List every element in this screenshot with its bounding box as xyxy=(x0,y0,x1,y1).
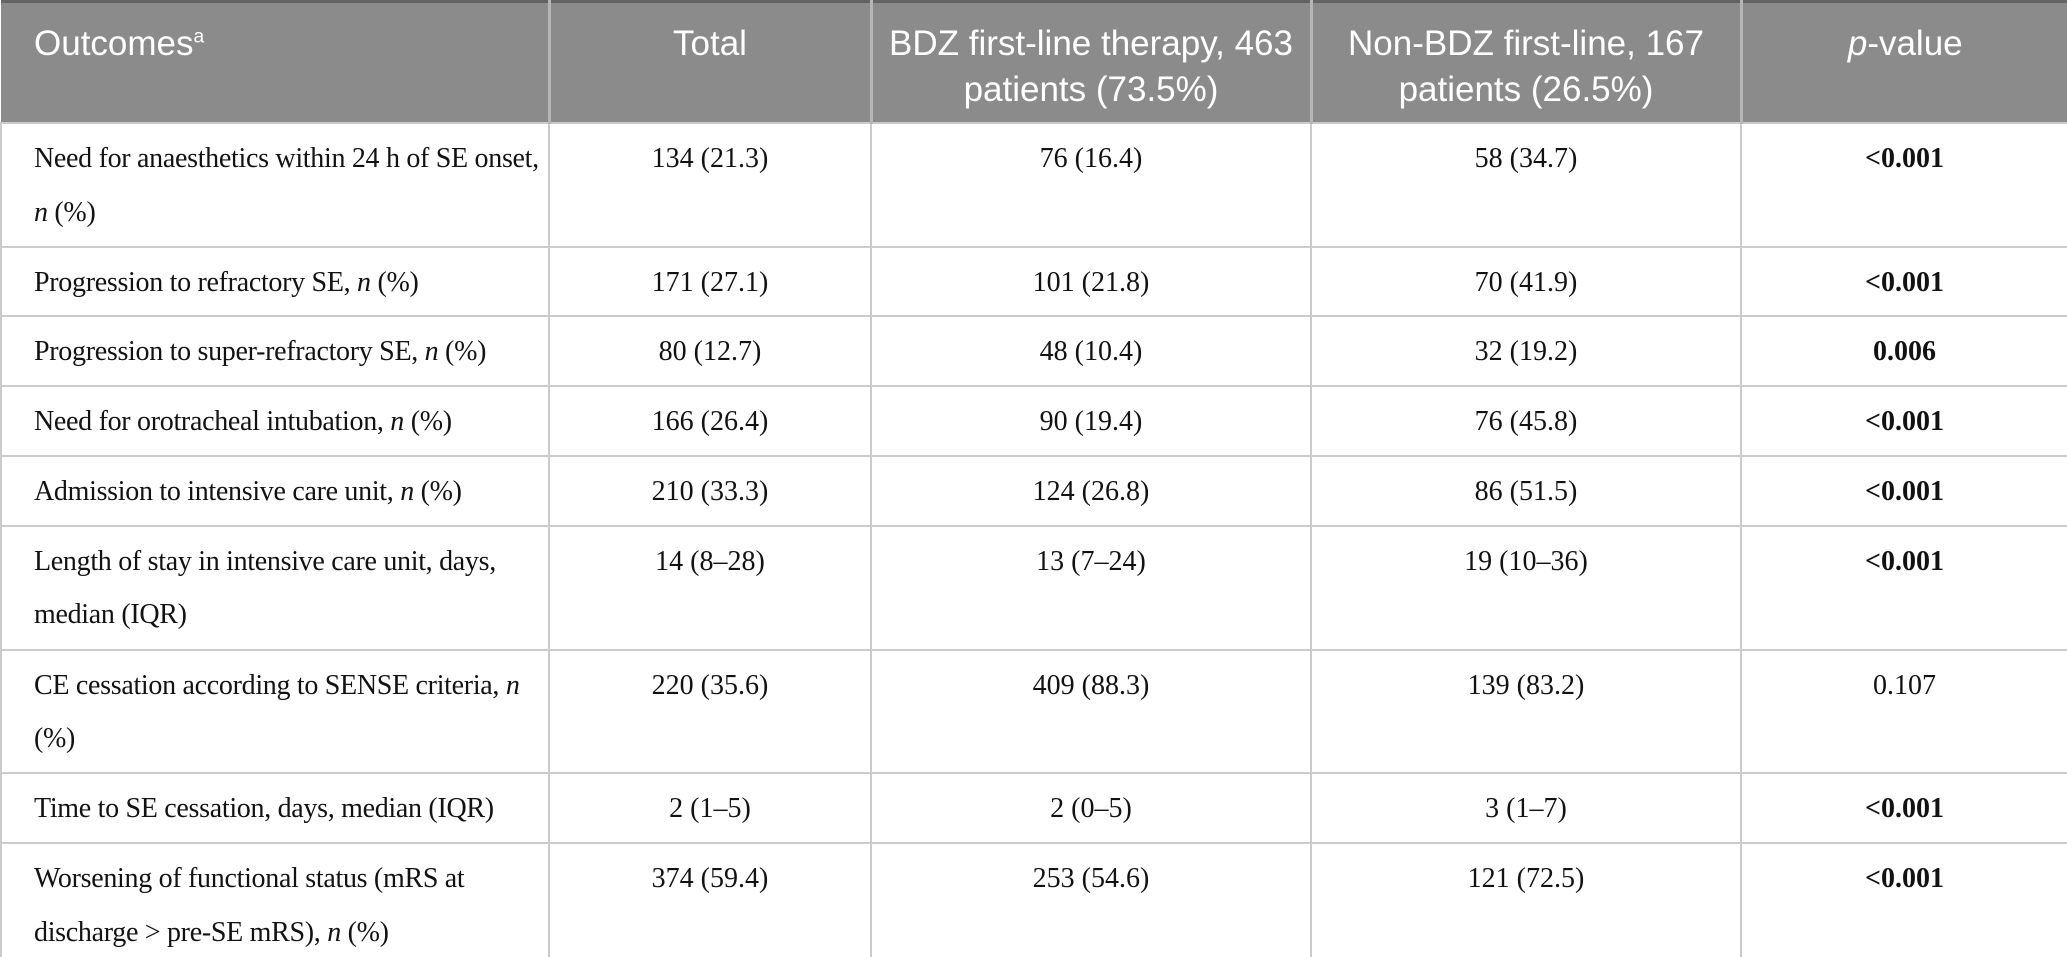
outcome-cell: Length of stay in intensive care unit, d… xyxy=(0,524,550,651)
table-header: Outcomesa Total BDZ first-line therapy, … xyxy=(1,1,2067,123)
bdz-cell: 124 (26.8) xyxy=(870,454,1312,527)
nonbdz-cell: 121 (72.5) xyxy=(1310,841,1742,957)
outcome-cell: Progression to refractory SE, n (%) xyxy=(0,245,550,318)
table-row: Length of stay in intensive care unit, d… xyxy=(0,524,2067,651)
nonbdz-cell: 19 (10–36) xyxy=(1310,524,1742,651)
outcome-cell: Time to SE cessation, days, median (IQR) xyxy=(0,772,550,844)
bdz-cell: 48 (10.4) xyxy=(870,315,1312,387)
outcome-cell: CE cessation according to SENSE criteria… xyxy=(0,648,550,774)
table-row: Time to SE cessation, days, median (IQR)… xyxy=(0,772,2067,844)
bdz-cell: 13 (7–24) xyxy=(870,524,1312,651)
column-header-total: Total xyxy=(547,1,871,123)
outcome-cell: Worsening of functional status (mRS at d… xyxy=(0,841,550,957)
pvalue-cell: <0.001 xyxy=(1740,245,2067,318)
table-body: Need for anaesthetics within 24 h of SE … xyxy=(0,122,2067,957)
nonbdz-cell: 58 (34.7) xyxy=(1310,122,1742,248)
pvalue-cell: 0.107 xyxy=(1740,648,2067,774)
pvalue-cell: <0.001 xyxy=(1740,122,2067,248)
pvalue-cell: <0.001 xyxy=(1740,524,2067,651)
column-header-outcomes-sup: a xyxy=(193,26,205,48)
column-header-outcomes-label: Outcomes xyxy=(34,24,194,63)
table-row: CE cessation according to SENSE criteria… xyxy=(0,648,2067,774)
header-row: Outcomesa Total BDZ first-line therapy, … xyxy=(1,1,2067,123)
total-cell: 134 (21.3) xyxy=(548,122,872,248)
total-cell: 80 (12.7) xyxy=(548,315,872,387)
bdz-cell: 409 (88.3) xyxy=(870,648,1312,774)
column-header-pvalue: p-value xyxy=(1739,1,2067,123)
outcome-cell: Admission to intensive care unit, n (%) xyxy=(0,454,550,527)
total-cell: 171 (27.1) xyxy=(548,245,872,318)
total-cell: 210 (33.3) xyxy=(548,454,872,527)
outcome-cell: Progression to super-refractory SE, n (%… xyxy=(0,315,550,387)
total-cell: 14 (8–28) xyxy=(548,524,872,651)
pvalue-cell: <0.001 xyxy=(1740,772,2067,844)
pvalue-cell: <0.001 xyxy=(1740,385,2067,457)
column-header-outcomes: Outcomesa xyxy=(1,1,549,123)
outcome-cell: Need for orotracheal intubation, n (%) xyxy=(0,385,550,457)
table-row: Progression to super-refractory SE, n (%… xyxy=(0,315,2067,387)
nonbdz-cell: 76 (45.8) xyxy=(1310,385,1742,457)
table-row: Need for orotracheal intubation, n (%) 1… xyxy=(0,385,2067,457)
pvalue-cell: <0.001 xyxy=(1740,841,2067,957)
outcome-cell: Need for anaesthetics within 24 h of SE … xyxy=(0,122,550,248)
total-cell: 2 (1–5) xyxy=(548,772,872,844)
nonbdz-cell: 70 (41.9) xyxy=(1310,245,1742,318)
pvalue-cell: 0.006 xyxy=(1740,315,2067,387)
bdz-cell: 76 (16.4) xyxy=(870,122,1312,248)
nonbdz-cell: 32 (19.2) xyxy=(1310,315,1742,387)
total-cell: 166 (26.4) xyxy=(548,385,872,457)
total-cell: 220 (35.6) xyxy=(548,648,872,774)
bdz-cell: 253 (54.6) xyxy=(870,841,1312,957)
bdz-cell: 101 (21.8) xyxy=(870,245,1312,318)
column-header-bdz: BDZ first-line therapy, 463 patients (73… xyxy=(869,1,1311,123)
pvalue-cell: <0.001 xyxy=(1740,454,2067,527)
nonbdz-cell: 86 (51.5) xyxy=(1310,454,1742,527)
nonbdz-cell: 3 (1–7) xyxy=(1310,772,1742,844)
nonbdz-cell: 139 (83.2) xyxy=(1310,648,1742,774)
bdz-cell: 2 (0–5) xyxy=(870,772,1312,844)
bdz-cell: 90 (19.4) xyxy=(870,385,1312,457)
total-cell: 374 (59.4) xyxy=(548,841,872,957)
table-row: Need for anaesthetics within 24 h of SE … xyxy=(0,122,2067,248)
table-row: Worsening of functional status (mRS at d… xyxy=(0,841,2067,957)
table-row: Admission to intensive care unit, n (%) … xyxy=(0,454,2067,527)
table-row: Progression to refractory SE, n (%) 171 … xyxy=(0,245,2067,318)
column-header-nonbdz: Non-BDZ first-line, 167 patients (26.5%) xyxy=(1309,1,1741,123)
